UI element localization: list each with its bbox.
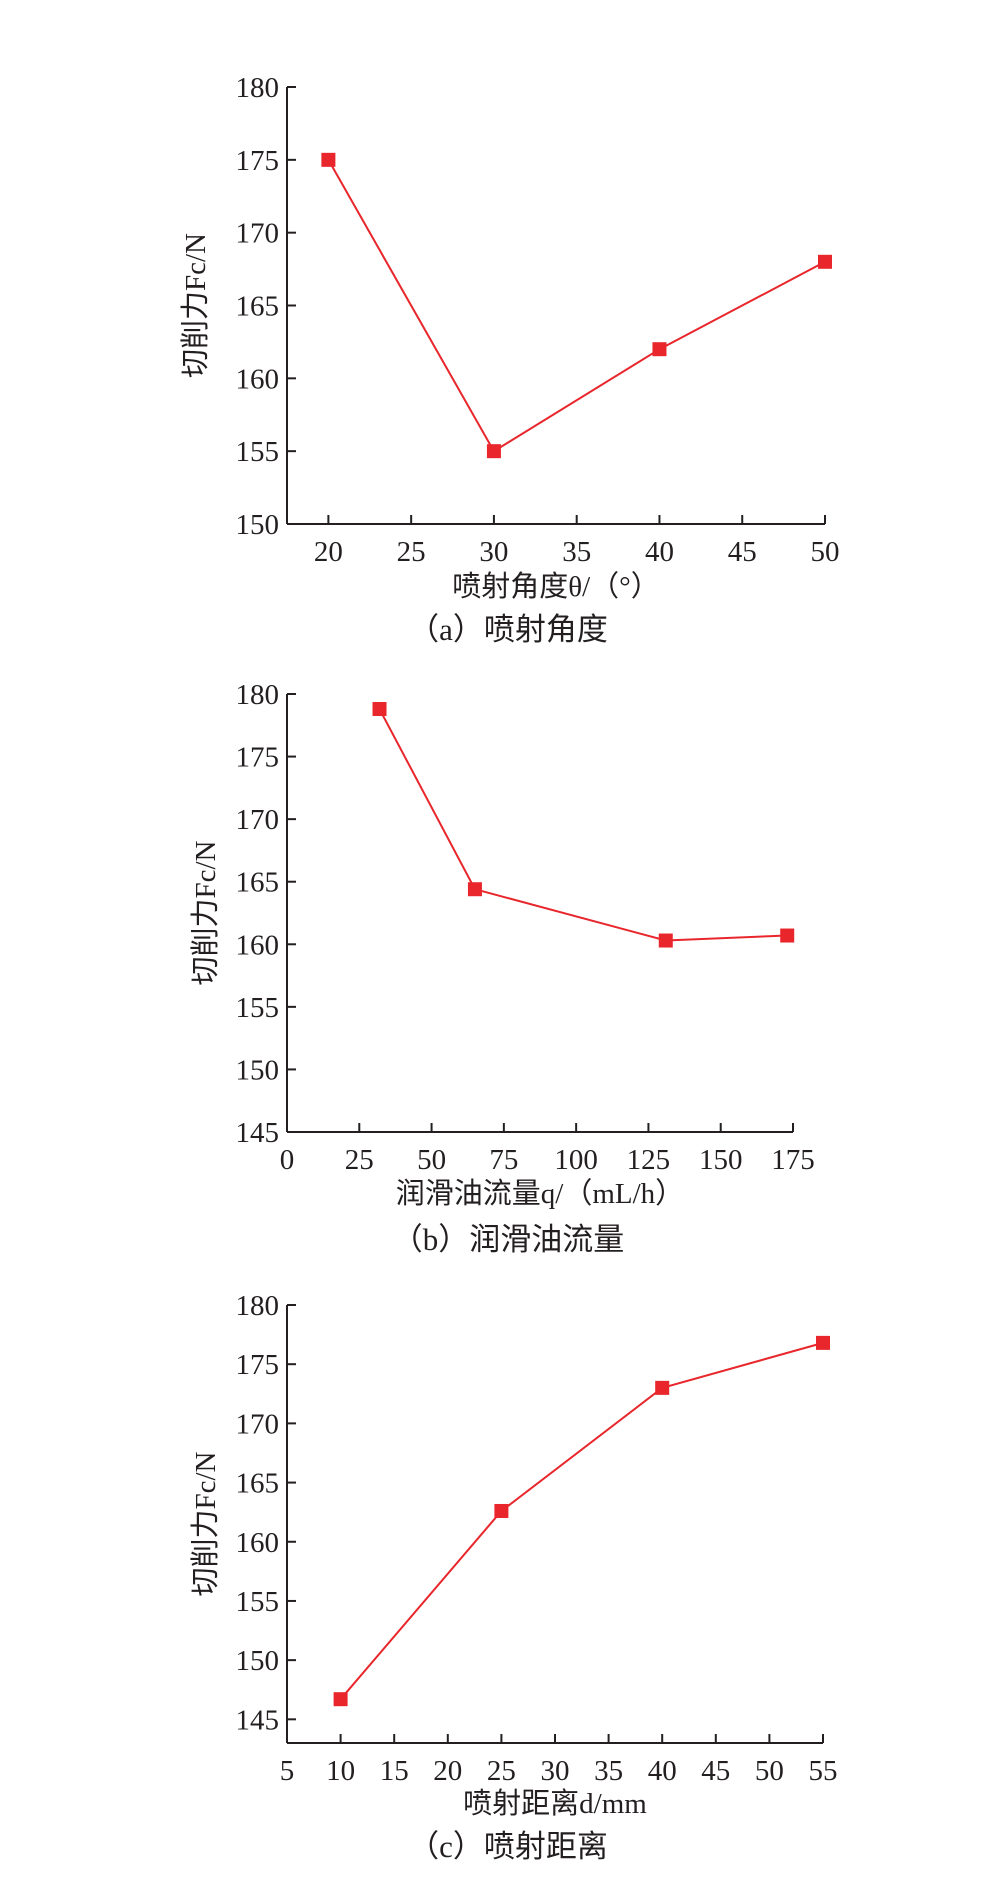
chart-caption: （b）润滑油流量 — [392, 1222, 625, 1257]
x-tick-label: 5 — [280, 1755, 295, 1787]
x-tick-label: 40 — [648, 1755, 677, 1787]
y-tick-label: 150 — [236, 1645, 280, 1677]
chart-caption: （c）喷射距离 — [408, 1829, 608, 1864]
chart-panel-1: 145 150 155 160 165 170 175 180 0 25 50 75 100 125 150… — [189, 679, 815, 1257]
y-tick-label: 170 — [236, 1408, 280, 1440]
y-tick-label: 170 — [236, 218, 280, 250]
y-tick-label: 150 — [236, 1054, 280, 1086]
y-tick-label: 165 — [236, 1468, 280, 1500]
x-tick-label: 35 — [562, 536, 591, 568]
x-tick-label: 20 — [433, 1755, 462, 1787]
data-point-marker — [467, 882, 482, 897]
y-axis-label: 切削力Fc/N — [179, 233, 212, 378]
x-tick-label: 50 — [417, 1144, 446, 1176]
data-point-marker — [818, 254, 832, 269]
data-point-marker — [816, 1335, 830, 1350]
x-tick-label: 10 — [326, 1755, 355, 1787]
data-point-marker — [658, 933, 673, 948]
y-tick-label: 155 — [236, 1586, 280, 1618]
x-tick-label: 50 — [755, 1755, 784, 1787]
x-tick-label: 20 — [314, 536, 343, 568]
y-tick-label: 180 — [236, 1290, 280, 1322]
y-tick-label: 150 — [236, 509, 280, 541]
chart-panel-0: 150 155 160 165 170 175 180 20 25 30 35 40 45 50 喷射角度θ… — [179, 72, 840, 647]
y-tick-label: 145 — [236, 1117, 280, 1149]
data-point-marker — [780, 928, 795, 943]
x-tick-label: 55 — [809, 1755, 838, 1787]
x-axis-label: 润滑油流量q/（mL/h） — [396, 1177, 684, 1210]
x-tick-label: 75 — [489, 1144, 518, 1176]
y-tick-label: 175 — [236, 145, 280, 177]
x-tick-label: 25 — [487, 1755, 516, 1787]
data-point-marker — [321, 152, 336, 167]
y-tick-label: 180 — [236, 72, 280, 104]
chart-panel-2: 145 150 155 160 165 170 175 180 5 10 15 20 25 30 35 40 4… — [189, 1290, 838, 1864]
x-axis-label: 喷射角度θ/（°） — [452, 570, 660, 603]
y-axis-label: 切削力Fc/N — [189, 840, 222, 985]
data-point-marker — [372, 702, 387, 717]
x-tick-label: 45 — [701, 1755, 730, 1787]
y-tick-label: 155 — [236, 992, 280, 1024]
y-axis-label: 切削力Fc/N — [189, 1451, 222, 1596]
x-tick-label: 50 — [811, 536, 840, 568]
y-tick-label: 145 — [236, 1704, 280, 1736]
x-tick-label: 125 — [627, 1144, 671, 1176]
data-point-marker — [655, 1380, 670, 1395]
y-tick-label: 160 — [236, 929, 280, 961]
y-tick-label: 175 — [236, 1349, 280, 1381]
x-tick-label: 0 — [280, 1144, 295, 1176]
data-point-marker — [652, 342, 667, 357]
x-tick-label: 35 — [594, 1755, 623, 1787]
x-tick-label: 40 — [645, 536, 674, 568]
chart-caption: （a）喷射角度 — [408, 612, 608, 647]
x-tick-label: 30 — [541, 1755, 570, 1787]
y-tick-label: 155 — [236, 436, 280, 468]
x-tick-label: 150 — [699, 1144, 743, 1176]
y-tick-label: 165 — [236, 867, 280, 899]
data-point-marker — [494, 1503, 509, 1518]
x-tick-label: 25 — [397, 536, 426, 568]
y-tick-label: 160 — [236, 363, 280, 395]
y-tick-label: 160 — [236, 1527, 280, 1559]
x-tick-label: 175 — [771, 1144, 815, 1176]
y-tick-label: 170 — [236, 804, 280, 836]
x-tick-label: 30 — [479, 536, 508, 568]
y-tick-label: 180 — [236, 679, 280, 711]
x-axis-label: 喷射距离d/mm — [463, 1787, 647, 1820]
x-tick-label: 25 — [345, 1144, 374, 1176]
data-point-marker — [333, 1692, 348, 1707]
data-point-marker — [486, 444, 501, 459]
x-tick-label: 45 — [728, 536, 757, 568]
y-tick-label: 175 — [236, 742, 280, 774]
x-tick-label: 15 — [380, 1755, 409, 1787]
x-tick-label: 100 — [554, 1144, 598, 1176]
series-line — [327, 159, 826, 453]
series-line — [378, 708, 788, 942]
y-tick-label: 165 — [236, 291, 280, 323]
series-line — [339, 1341, 824, 1700]
